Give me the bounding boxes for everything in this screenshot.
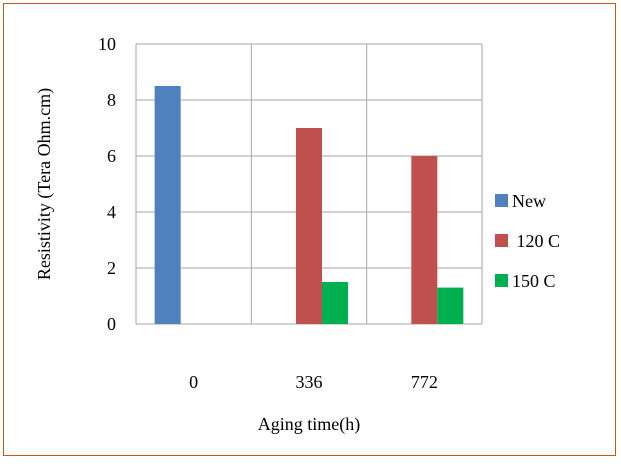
x-tick-label: 772 [411, 372, 438, 392]
y-axis-label: Resistivity (Tera Ohm.cm) [34, 88, 55, 280]
chart-frame: 0 2 4 6 8 10 0 336 772 Aging time(h) Resistivit… [3, 3, 616, 456]
y-tick-label: 6 [107, 146, 116, 166]
x-tick-label: 0 [189, 372, 198, 392]
legend-label: 120 C [512, 231, 560, 251]
y-tick-label: 2 [107, 258, 116, 278]
legend: New 120 C 150 C [495, 191, 560, 291]
y-tick-labels: 0 2 4 6 8 10 [98, 34, 116, 334]
legend-label: New [512, 191, 546, 211]
legend-swatch [495, 194, 508, 207]
legend-swatch [495, 234, 508, 247]
legend-label: 150 C [512, 271, 556, 291]
x-tick-label: 336 [296, 372, 323, 392]
y-tick-label: 4 [107, 202, 116, 222]
bar [296, 128, 322, 324]
bar-chart: 0 2 4 6 8 10 0 336 772 Aging time(h) Resistivit… [34, 34, 560, 435]
bar [322, 282, 348, 324]
y-tick-label: 8 [107, 90, 116, 110]
bars [154, 86, 464, 324]
y-tick-label: 0 [107, 314, 116, 334]
legend-swatch [495, 274, 508, 287]
x-axis-label: Aging time(h) [258, 414, 360, 435]
bar [154, 86, 181, 324]
x-tick-labels: 0 336 772 [189, 372, 438, 392]
y-tick-label: 10 [98, 34, 116, 54]
bar [411, 156, 438, 324]
bar [437, 287, 464, 324]
